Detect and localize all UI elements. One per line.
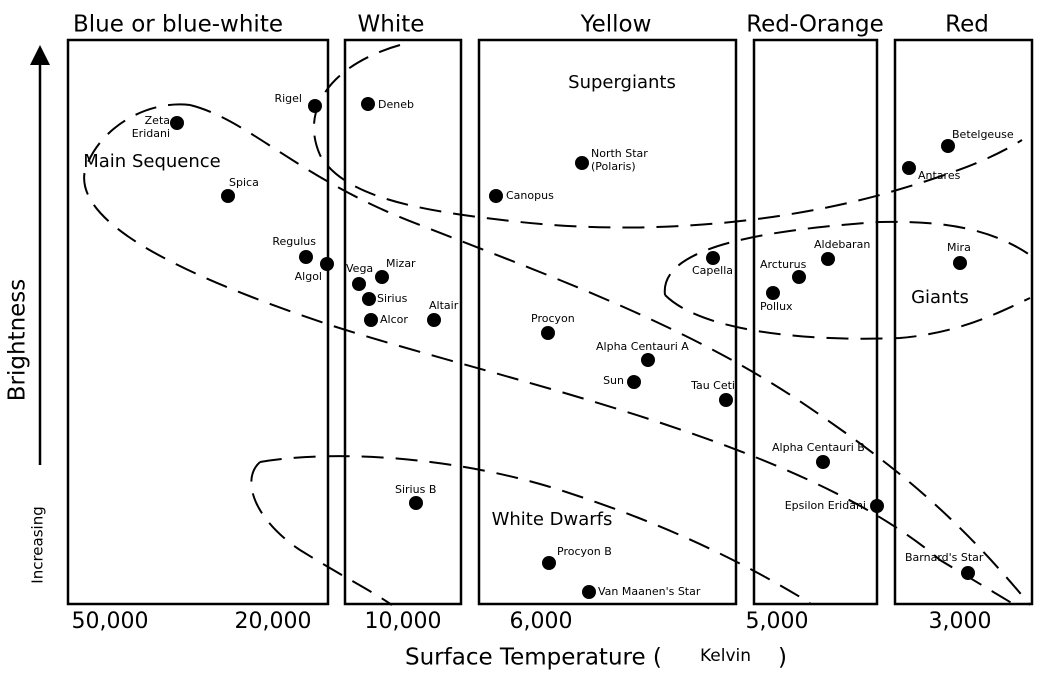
main-sequence-boundary: [189, 104, 1031, 606]
region-label: Giants: [911, 287, 969, 308]
star-label: Sirius: [377, 292, 408, 305]
region-label: White Dwarfs: [492, 509, 613, 530]
star-dot: [719, 393, 733, 407]
star-dot: [941, 139, 955, 153]
x-tick-label: 10,000: [365, 609, 442, 634]
column-header: Red-Orange: [746, 12, 884, 38]
star-label: Epsilon Eridani: [785, 499, 866, 512]
star-dot: [375, 270, 389, 284]
star-label: Altair: [429, 299, 459, 312]
star-dot: [352, 277, 366, 291]
star-label: Alpha Centauri B: [772, 441, 865, 454]
star-dot: [641, 353, 655, 367]
star-dot: [409, 496, 423, 510]
star-dot: [582, 585, 596, 599]
star-dot: [170, 116, 184, 130]
star-dot: [953, 256, 967, 270]
column-header: Yellow: [580, 12, 652, 38]
star-dot: [816, 455, 830, 469]
y-axis-title: Brightness: [5, 279, 31, 402]
star-label: Betelgeuse: [952, 128, 1014, 141]
star-label: Spica: [229, 176, 259, 189]
star-label: Alpha Centauri A: [596, 340, 689, 353]
star-label: Zeta: [145, 114, 170, 127]
star-label: Alcor: [380, 313, 408, 326]
giants-boundary: [664, 294, 1031, 340]
x-axis-title: Surface Temperature (: [405, 645, 662, 671]
star-dot: [489, 189, 503, 203]
x-tick-label: 3,000: [929, 609, 992, 634]
column-header: Blue or blue-white: [73, 12, 283, 38]
y-axis-direction: Increasing: [29, 506, 47, 583]
star-label: Procyon: [531, 312, 575, 325]
star-label: Aldebaran: [814, 238, 870, 251]
star-dot: [308, 99, 322, 113]
x-tick-label: 6,000: [510, 609, 573, 634]
star-label: Canopus: [506, 189, 554, 202]
star-dot: [902, 161, 916, 175]
star-label: Regulus: [272, 235, 316, 248]
star-label: Capella: [692, 264, 733, 277]
white-dwarfs-boundary: [259, 455, 811, 604]
star-label: Antares: [918, 169, 961, 182]
x-tick-label: 5,000: [746, 609, 809, 634]
star-dot: [870, 499, 884, 513]
supergiants-boundary: [312, 44, 1023, 229]
column-box: [66, 38, 330, 606]
star-dot: [542, 556, 556, 570]
star-dot: [706, 251, 720, 265]
star-dot: [821, 252, 835, 266]
y-axis-arrowhead: [30, 45, 50, 65]
star-label: Procyon B: [557, 545, 612, 558]
star-label: North Star: [591, 147, 648, 160]
column-header: White: [358, 12, 425, 38]
star-dot: [221, 189, 235, 203]
star-label: Sun: [603, 374, 624, 387]
giants-boundary: [663, 220, 1031, 296]
region-label: Supergiants: [568, 72, 676, 93]
star-label: Mira: [947, 241, 971, 254]
star-label: Tau Ceti: [690, 379, 735, 392]
column-box: [893, 38, 1034, 606]
column-box: [477, 38, 738, 606]
star-dot: [575, 156, 589, 170]
white-dwarfs-boundary: [250, 461, 393, 606]
column-box: [343, 38, 463, 606]
star-label: Barnard's Star: [905, 551, 984, 564]
star-label: Eridani: [132, 127, 170, 140]
star-dot: [541, 326, 555, 340]
star-label: Sirius B: [395, 483, 436, 496]
region-label: Main Sequence: [83, 151, 220, 172]
star-dot: [362, 292, 376, 306]
x-axis-unit: Kelvin: [700, 646, 751, 666]
star-dot: [299, 250, 313, 264]
star-dot: [766, 286, 780, 300]
star-dot: [427, 313, 441, 327]
star-dot: [320, 257, 334, 271]
star-dot: [364, 313, 378, 327]
star-dot: [961, 566, 975, 580]
star-label: Arcturus: [760, 258, 807, 271]
star-label: Van Maanen's Star: [598, 585, 701, 598]
star-label: Pollux: [760, 300, 793, 313]
star-label: Algol: [295, 270, 322, 283]
column-header: Red: [945, 12, 989, 38]
main-sequence-boundary: [83, 103, 1016, 606]
star-dot: [361, 97, 375, 111]
x-tick-label: 50,000: [72, 609, 149, 634]
star-label: Rigel: [274, 92, 302, 105]
star-label: Deneb: [378, 98, 414, 111]
x-axis-title-end: ): [778, 645, 787, 671]
star-label: Vega: [346, 262, 373, 275]
star-dot: [792, 270, 806, 284]
star-label: (Polaris): [591, 160, 636, 173]
column-box: [752, 38, 879, 606]
x-tick-label: 20,000: [235, 609, 312, 634]
star-label: Mizar: [386, 257, 416, 270]
star-dot: [627, 375, 641, 389]
